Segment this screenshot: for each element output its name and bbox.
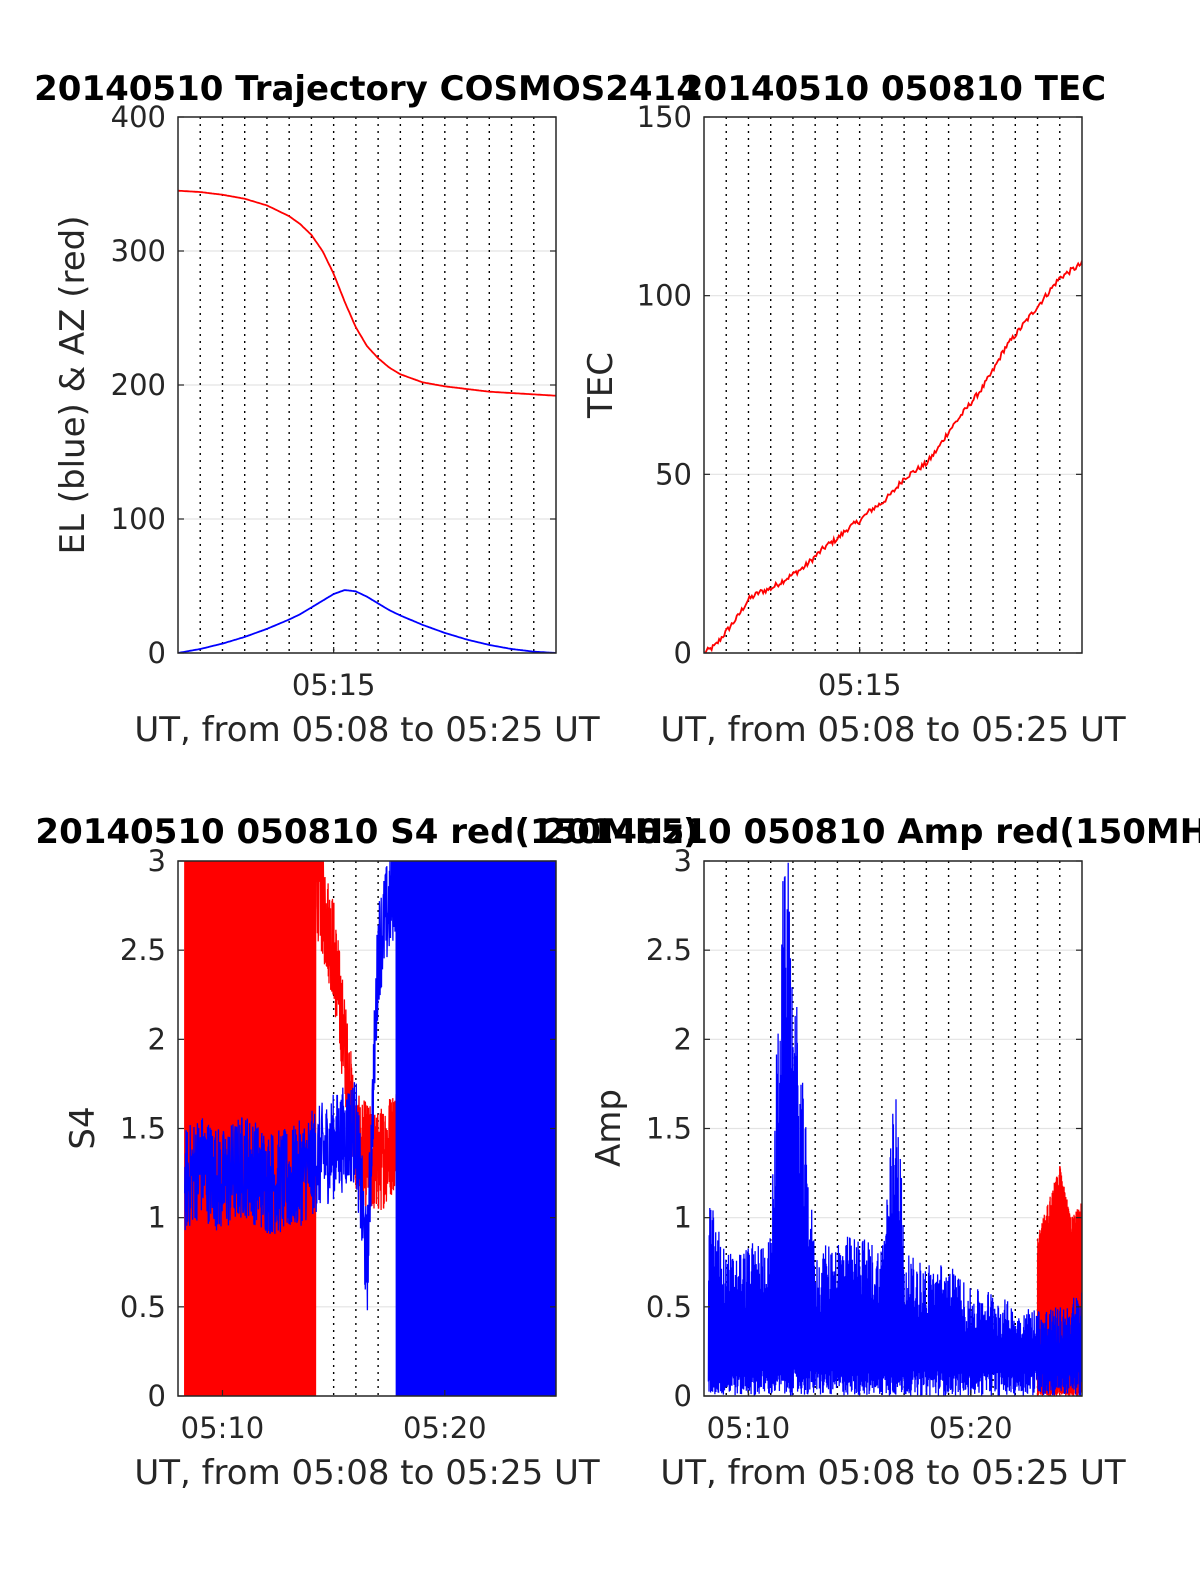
y-tick-label: 2.5 [120,933,166,967]
y-tick-label: 100 [637,279,692,313]
x-tick-label: 05:15 [818,668,902,702]
y-tick-label: 1.5 [646,1112,692,1146]
chart-title: 20140510 050810 S4 red(150MHz) [35,812,698,852]
chart-title: 20140510 Trajectory COSMOS2414 [34,69,700,109]
chart-panel-4: 0 0.5 1 1.5 2 2.5 3 05:10 05:20 20140510 050810 A… [542,812,1200,1493]
plot-frame [703,116,1083,654]
chart-panel-2: 0 50 100 150 05:15 20140510 050810 TEC UT, fro… [581,69,1126,750]
y-tick-label: 2 [148,1022,166,1056]
y-tick-label: 1 [148,1201,166,1235]
y-tick-label: 150 [637,100,692,134]
y-tick-label: 2 [674,1022,692,1056]
y-tick-label: 0.5 [120,1290,166,1324]
y-tick-label: 3 [148,844,166,878]
y-tick-label: 50 [655,457,692,491]
y-tick-label: 1.5 [120,1112,166,1146]
series-line-blue [707,862,1082,1396]
y-tick-label: 0 [674,1379,692,1413]
x-tick-label: 05:15 [292,668,376,702]
series-line-red [178,189,556,397]
y-tick-label: 100 [111,502,166,536]
x-axis-label: UT, from 05:08 to 05:25 UT [660,1453,1126,1493]
x-tick-label: 05:10 [181,1411,265,1445]
y-tick-label: 1 [674,1201,692,1235]
y-axis-label: EL (blue) & AZ (red) [53,215,93,554]
y-axis-label: S4 [63,1106,103,1149]
y-tick-label: 300 [111,234,166,268]
series-line-blue [178,589,556,653]
chart-title: 20140510 050810 Amp red(150MHz) [542,812,1200,852]
y-tick-label: 0 [148,636,166,670]
y-tick-label: 0 [674,636,692,670]
x-axis-label: UT, from 05:08 to 05:25 UT [660,710,1126,750]
series-line-red [184,861,424,1396]
y-axis-label: TEC [581,352,621,419]
y-tick-label: 400 [111,100,166,134]
y-axis-label: Amp [589,1089,629,1167]
y-tick-label: 2.5 [646,933,692,967]
y-tick-label: 200 [111,368,166,402]
chart-panel-1: 0 100 200 300 400 05:15 20140510 Trajectory CO… [34,69,700,750]
x-tick-label: 05:10 [707,1411,791,1445]
y-tick-label: 3 [674,844,692,878]
chart-panel-3: 0 0.5 1 1.5 2 2.5 3 05:10 05:20 20140510 050810 S… [35,812,698,1493]
x-axis-label: UT, from 05:08 to 05:25 UT [134,1453,600,1493]
series-line-blue [184,861,556,1396]
y-tick-label: 0 [148,1379,166,1413]
y-tick-label: 0.5 [646,1290,692,1324]
x-tick-label: 05:20 [403,1411,487,1445]
series-line-red [704,260,1082,653]
x-axis-label: UT, from 05:08 to 05:25 UT [134,710,600,750]
chart-title: 20140510 050810 TEC [680,69,1106,109]
x-tick-label: 05:20 [929,1411,1013,1445]
